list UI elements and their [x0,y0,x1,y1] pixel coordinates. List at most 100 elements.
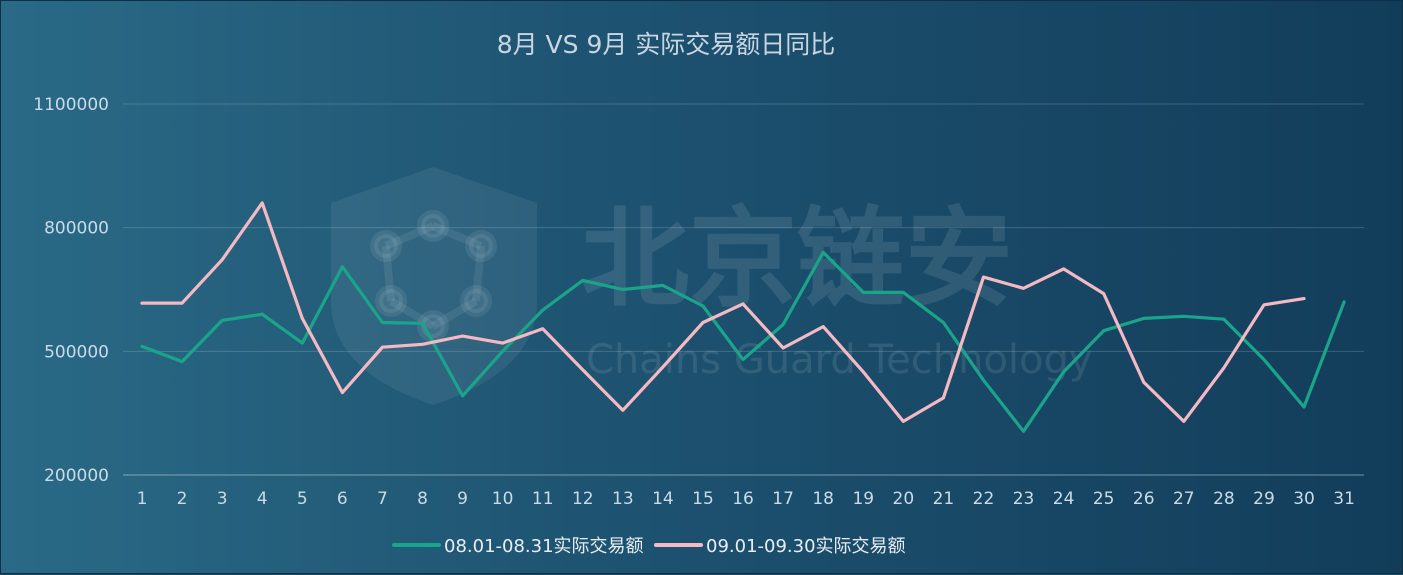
data-point[interactable] [258,310,266,318]
y-tick-label: 200000 [44,466,109,486]
x-tick-label: 1 [137,489,148,509]
data-point[interactable] [579,276,587,284]
data-point[interactable] [539,306,547,314]
data-point[interactable] [899,417,907,425]
data-point[interactable] [218,316,226,324]
watermark-shield-icon [331,167,537,405]
data-point[interactable] [338,389,346,397]
y-axis-ticks: 200000 500000 800000 1100000 [33,95,109,486]
data-point[interactable] [418,319,426,327]
data-point[interactable] [459,392,467,400]
data-point[interactable] [699,318,707,326]
watermark: 北京链安 Chains Guard Technology [331,167,1093,405]
x-tick-label: 28 [1213,489,1235,509]
watermark-network-icon [370,210,497,342]
data-point[interactable] [859,368,867,376]
x-tick-label: 9 [457,489,468,509]
data-point[interactable] [258,199,266,207]
data-point[interactable] [979,273,987,281]
x-axis-ticks: 1 2 3 4 5 6 7 8 9 10 11 12 13 14 15 16 17 18 19 20 21 22 23 24 2… [137,489,1355,509]
data-point[interactable] [178,299,186,307]
series-line-august[interactable] [140,250,1346,433]
data-point[interactable] [1100,327,1108,335]
legend-item-august[interactable]: 08.01-08.31实际交易额 [392,536,644,557]
data-point[interactable] [819,323,827,331]
data-point[interactable] [1220,315,1228,323]
data-point[interactable] [1300,295,1308,303]
data-point[interactable] [699,302,707,310]
data-point[interactable] [1140,378,1148,386]
data-point[interactable] [1060,265,1068,273]
x-tick-label: 7 [377,489,388,509]
data-point[interactable] [1100,290,1108,298]
data-point[interactable] [1180,312,1188,320]
y-tick-label: 500000 [44,342,109,362]
data-point[interactable] [338,263,346,271]
data-point[interactable] [298,314,306,322]
data-point[interactable] [418,340,426,348]
data-point[interactable] [619,286,627,294]
data-point[interactable] [859,288,867,296]
data-point[interactable] [579,366,587,374]
x-tick-label: 17 [772,489,794,509]
grid-lines [123,103,1364,476]
x-tick-label: 24 [1053,489,1075,509]
data-point[interactable] [1020,284,1028,292]
x-tick-label: 8 [417,489,428,509]
x-tick-label: 26 [1133,489,1155,509]
data-point[interactable] [819,248,827,256]
data-point[interactable] [659,363,667,371]
data-point[interactable] [1140,314,1148,322]
data-point[interactable] [138,299,146,307]
legend-item-september[interactable]: 09.01-09.30实际交易额 [654,536,906,557]
data-point[interactable] [218,256,226,264]
data-point[interactable] [779,321,787,329]
data-point[interactable] [739,356,747,364]
data-point[interactable] [619,406,627,414]
data-point[interactable] [499,339,507,347]
x-tick-label: 23 [1013,489,1035,509]
x-tick-label: 2 [177,489,188,509]
legend: 08.01-08.31实际交易额 09.01-09.30实际交易额 [392,536,906,557]
data-point[interactable] [659,281,667,289]
data-point[interactable] [1180,417,1188,425]
series-line-september[interactable] [140,201,1306,423]
data-point[interactable] [499,347,507,355]
data-point[interactable] [378,343,386,351]
data-point[interactable] [1260,356,1268,364]
x-tick-label: 15 [692,489,714,509]
data-point[interactable] [1340,298,1348,306]
x-tick-label: 11 [532,489,554,509]
data-point[interactable] [1060,368,1068,376]
data-point[interactable] [779,344,787,352]
data-point[interactable] [178,358,186,366]
x-tick-label: 29 [1253,489,1275,509]
legend-label-september: 09.01-09.30实际交易额 [706,536,906,557]
data-point[interactable] [1220,364,1228,372]
x-tick-label: 30 [1293,489,1315,509]
data-point[interactable] [298,339,306,347]
data-point[interactable] [739,300,747,308]
x-tick-label: 14 [652,489,674,509]
data-point[interactable] [899,288,907,296]
x-tick-label: 18 [812,489,834,509]
legend-label-august: 08.01-08.31实际交易额 [444,536,644,557]
x-tick-label: 4 [257,489,268,509]
data-point[interactable] [539,325,547,333]
data-point[interactable] [1260,301,1268,309]
data-point[interactable] [939,394,947,402]
data-point[interactable] [1020,427,1028,435]
x-tick-label: 5 [297,489,308,509]
data-point[interactable] [939,318,947,326]
x-tick-label: 27 [1173,489,1195,509]
data-point[interactable] [138,342,146,350]
data-point[interactable] [378,318,386,326]
data-point[interactable] [1300,403,1308,411]
x-tick-label: 13 [612,489,634,509]
chart-title: 8月 VS 9月 实际交易额日同比 [497,30,836,59]
x-tick-label: 25 [1093,489,1115,509]
data-point[interactable] [459,332,467,340]
data-point[interactable] [979,376,987,384]
